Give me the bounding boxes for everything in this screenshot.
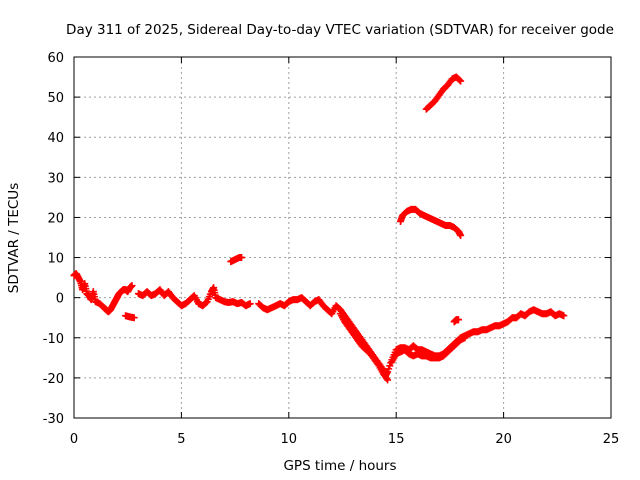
plot-frame: [73, 56, 612, 419]
data-point: [457, 77, 465, 85]
data-points: [70, 73, 568, 384]
y-tick-label: 30: [47, 171, 64, 186]
x-axis-label: GPS time / hours: [283, 458, 396, 474]
gridlines: [74, 57, 611, 418]
data-point: [130, 314, 138, 322]
y-tick-label: -20: [43, 372, 64, 387]
y-tick-label: 20: [47, 211, 64, 226]
y-tick-label: 50: [47, 91, 64, 106]
x-tick-label: 15: [388, 432, 405, 447]
data-point: [457, 231, 465, 239]
y-axis-label: SDTVAR / TECUs: [6, 183, 22, 293]
data-point: [454, 316, 462, 324]
x-tick-label: 25: [603, 432, 620, 447]
data-point: [560, 312, 568, 320]
series: [422, 73, 465, 113]
data-point: [384, 376, 392, 384]
y-tick-label: 10: [47, 252, 64, 267]
y-axis-ticks: -30 -20 -10 0 10 20 30 40 50 60: [43, 51, 611, 427]
data-point: [128, 282, 136, 290]
data-point: [461, 334, 469, 342]
y-tick-label: 40: [47, 131, 64, 146]
series: [227, 254, 246, 266]
x-tick-label: 0: [70, 432, 78, 447]
x-axis-ticks: 0 5 10 15 20 25: [70, 57, 619, 447]
x-tick-label: 10: [281, 432, 298, 447]
y-tick-label: 0: [56, 292, 64, 307]
x-tick-label: 5: [177, 432, 185, 447]
data-point: [238, 254, 246, 262]
data-point: [456, 76, 464, 84]
data-point: [202, 299, 210, 307]
y-tick-label: -30: [43, 412, 64, 427]
x-tick-label: 20: [495, 432, 512, 447]
data-point: [374, 360, 382, 368]
series: [396, 205, 465, 239]
data-point: [383, 374, 391, 382]
series: [70, 270, 568, 384]
y-tick-label: 60: [47, 51, 64, 66]
data-point: [246, 300, 254, 308]
y-tick-label: -10: [43, 332, 64, 347]
chart-title: Day 311 of 2025, Sidereal Day-to-day VTE…: [66, 22, 614, 38]
